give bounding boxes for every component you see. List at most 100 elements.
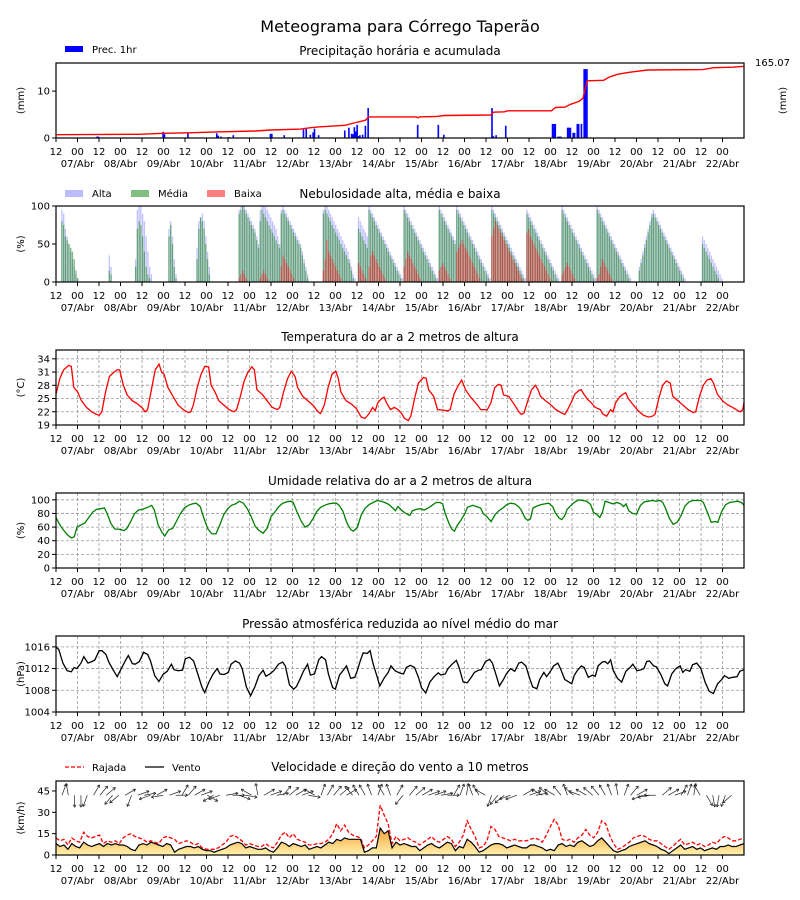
- cloud-bar-media: [343, 251, 346, 282]
- cloud-bar-baixa: [561, 274, 563, 282]
- wind-direction-arrow: [276, 792, 289, 796]
- x-date-label: 19/Abr: [577, 303, 611, 314]
- wind-arrow-head: [146, 790, 150, 794]
- cloud-bar-media: [431, 270, 433, 282]
- x-date-label: 20/Abr: [620, 303, 654, 314]
- wind-direction-arrow: [367, 783, 372, 796]
- x-tick-label: 12: [652, 291, 665, 302]
- cloud-bar-media: [364, 244, 367, 282]
- x-tick-label: 12: [93, 577, 106, 588]
- plot-frame: [55, 62, 745, 139]
- x-tick-label: 00: [200, 577, 213, 588]
- cloud-bar-baixa: [466, 251, 468, 282]
- x-tick-label: 12: [351, 864, 364, 875]
- wind-direction-arrow: [623, 783, 629, 796]
- cloud-bar-media: [550, 266, 553, 282]
- wind-direction-arrow: [716, 795, 720, 808]
- x-tick-label: 00: [114, 434, 127, 445]
- cloud-bar-media: [440, 213, 442, 282]
- cloud-bar-media: [336, 236, 339, 282]
- x-date-label: 12/Abr: [276, 159, 310, 170]
- wind-direction-arrow: [104, 795, 113, 805]
- cloud-bar-media: [396, 270, 398, 282]
- cloud-bar-media: [656, 221, 658, 282]
- panel-temperature: 19 22 25 28 31 34 12 00 12 00 12 00 12 00 12 00 12 00 12 00…: [16, 330, 745, 457]
- plot-frame: [55, 635, 745, 713]
- wind-arrow-head: [358, 784, 363, 788]
- x-date-label: 15/Abr: [405, 876, 439, 887]
- y-tick-label: 31: [37, 368, 50, 379]
- x-tick-label: 00: [716, 434, 729, 445]
- wind-direction-arrow: [200, 790, 213, 796]
- x-tick-label: 00: [286, 291, 299, 302]
- wind-direction-arrow: [109, 794, 120, 804]
- cloud-bar-media: [335, 232, 337, 282]
- x-tick-label: 12: [566, 291, 579, 302]
- cloud-bar-media: [549, 263, 551, 282]
- x-date-label: 13/Abr: [319, 589, 353, 600]
- cloud-bar-media: [392, 263, 395, 282]
- wind-direction-arrow: [396, 784, 404, 796]
- precip-hourly-bar: [577, 123, 580, 138]
- x-tick-label: 00: [286, 147, 299, 158]
- cloud-bar-media: [340, 244, 342, 282]
- cloud-bar-media: [584, 259, 586, 282]
- cloud-bar-media: [242, 206, 244, 282]
- cloud-bar-baixa: [417, 274, 419, 282]
- cloud-bar-media: [452, 240, 454, 282]
- x-tick-label: 00: [630, 147, 643, 158]
- wind-arrow-head: [456, 793, 460, 798]
- cloud-bar-baixa: [284, 259, 286, 282]
- wind-speed-area: [56, 828, 744, 855]
- x-tick-label: 00: [200, 864, 213, 875]
- cloud-bar-baixa: [368, 266, 370, 282]
- x-date-label: 12/Abr: [276, 876, 310, 887]
- wind-direction-arrow: [386, 783, 391, 796]
- cloud-bar-baixa: [328, 251, 330, 282]
- y-tick-label: 1012: [25, 664, 50, 675]
- x-date-label: 15/Abr: [405, 589, 439, 600]
- wind-arrow-head: [644, 788, 648, 793]
- precip-hourly-bar: [348, 127, 350, 138]
- precip-hourly-bar: [163, 134, 166, 138]
- cloud-bar-media: [649, 225, 651, 282]
- cloud-bar-baixa: [573, 278, 576, 282]
- cloud-bar-media: [478, 259, 481, 282]
- cloud-bar-media: [75, 270, 77, 282]
- wind-arrow-head: [64, 783, 69, 787]
- x-date-label: 10/Abr: [190, 876, 224, 887]
- cloud-bar-baixa: [503, 240, 505, 282]
- cloud-bar-media: [68, 244, 70, 282]
- cloud-bar-baixa: [566, 263, 569, 282]
- precip-hourly-bar: [573, 132, 576, 138]
- cloud-bar-media: [61, 221, 63, 282]
- wind-direction-arrow: [631, 794, 644, 800]
- cloud-bar-baixa: [470, 259, 472, 282]
- x-date-label: 18/Abr: [534, 733, 568, 744]
- x-tick-label: 00: [630, 434, 643, 445]
- y-tick-label: 100: [31, 495, 50, 506]
- x-date-label: 18/Abr: [534, 159, 568, 170]
- cloud-bar-media: [587, 266, 590, 282]
- cloud-bar-media: [298, 244, 300, 282]
- x-tick-label: 00: [415, 434, 428, 445]
- cloud-bar-alta: [717, 270, 719, 282]
- cloud-bar-baixa: [340, 278, 342, 282]
- precip-hourly-bar: [559, 136, 562, 138]
- x-date-label: 13/Abr: [319, 446, 353, 457]
- cloud-bar-media: [305, 270, 307, 282]
- x-date-label: 14/Abr: [362, 303, 396, 314]
- wind-arrow-head: [625, 783, 630, 787]
- wind-direction-arrow: [395, 795, 404, 805]
- x-date-label: 12/Abr: [276, 733, 310, 744]
- x-date-label: 10/Abr: [190, 446, 224, 457]
- x-date-label: 21/Abr: [663, 303, 697, 314]
- cloud-bar-media: [387, 251, 390, 282]
- wind-arrow-head: [287, 785, 292, 790]
- x-tick-label: 00: [544, 147, 557, 158]
- wind-direction-arrow: [139, 794, 151, 800]
- cloud-bar-media: [589, 270, 591, 282]
- cloud-bar-media: [591, 274, 593, 282]
- wind-arrow-head: [538, 787, 543, 791]
- y-axis-label: (%): [16, 235, 27, 252]
